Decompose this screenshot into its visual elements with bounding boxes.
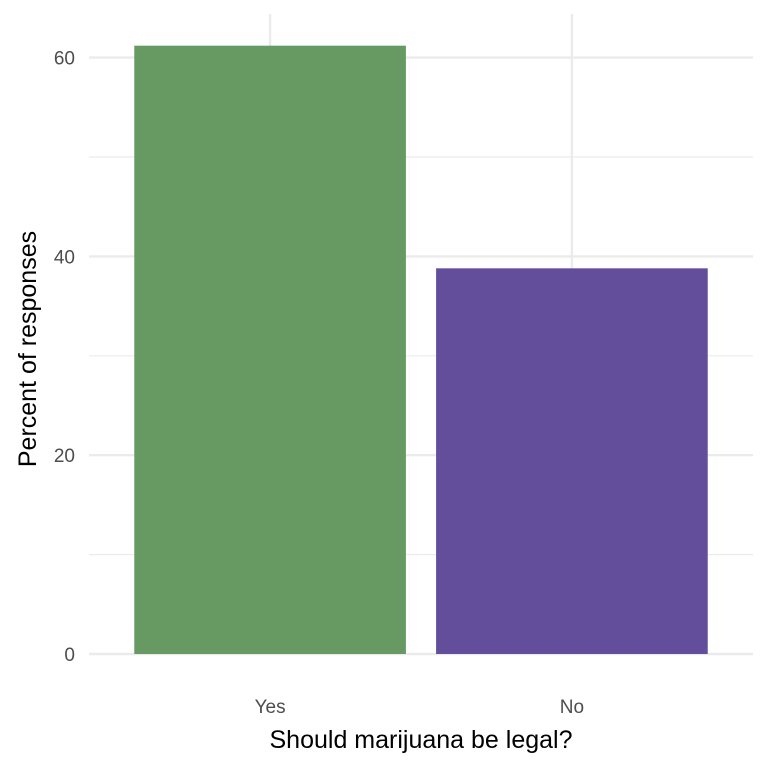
x-tick-label: Yes bbox=[255, 697, 286, 718]
x-axis-title: Should marijuana be legal? bbox=[270, 726, 573, 754]
x-axis-ticks: Yes No bbox=[255, 697, 584, 718]
y-axis-title: Percent of responses bbox=[14, 231, 42, 467]
y-tick-label: 60 bbox=[54, 49, 75, 70]
y-tick-label: 20 bbox=[54, 446, 75, 467]
bars bbox=[134, 45, 708, 655]
y-tick-label: 40 bbox=[54, 247, 75, 268]
y-tick-label: 0 bbox=[64, 645, 75, 666]
x-tick-label: No bbox=[560, 697, 584, 718]
y-axis-ticks: 0 20 40 60 bbox=[54, 49, 75, 666]
bar-no bbox=[436, 268, 708, 654]
bar-yes bbox=[134, 45, 406, 655]
